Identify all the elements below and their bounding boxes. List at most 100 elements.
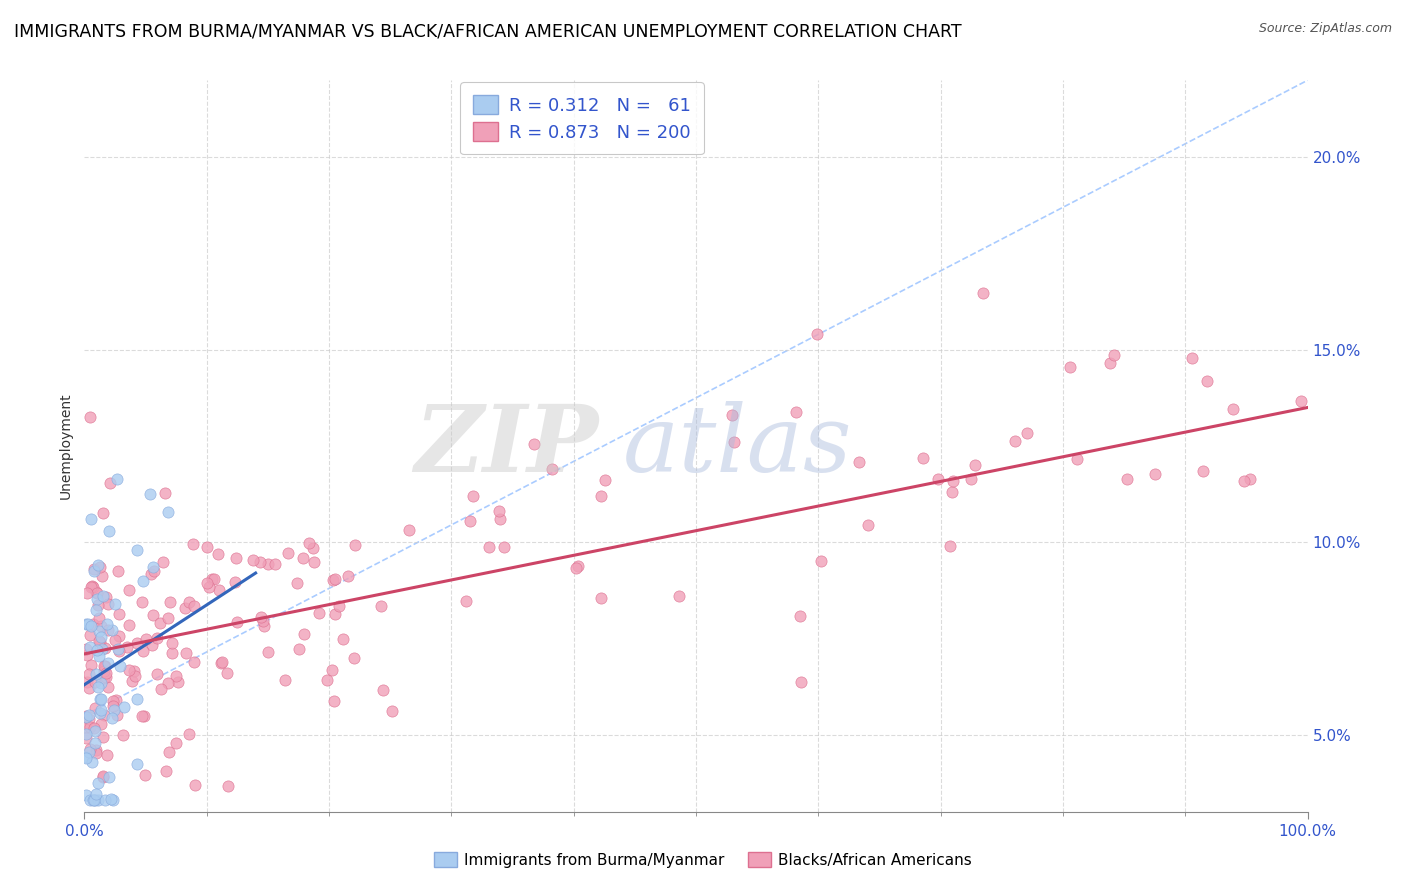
Point [323,607,346,621]
Point [806,326,828,341]
Point [1115,472,1137,486]
Point [156,676,179,690]
Point [79,628,101,642]
Point [167,674,190,689]
Point [107,629,129,643]
Point [1289,393,1312,408]
Point [195,541,218,555]
Point [75,750,97,764]
Point [965,458,987,472]
Point [84,742,107,756]
Point [101,699,124,714]
Point [1192,465,1215,479]
Point [83,793,105,807]
Point [103,703,125,717]
Point [155,764,177,779]
Point [564,561,586,575]
Point [93,664,115,678]
Point [567,558,589,573]
Point [256,645,278,659]
Point [89,706,111,720]
Point [76,751,98,765]
Point [80,512,103,526]
Point [291,551,314,566]
Point [87,680,110,694]
Point [82,580,104,594]
Point [91,770,114,784]
Point [790,675,813,690]
Point [90,716,112,731]
Point [83,564,105,578]
Point [97,657,120,671]
Point [122,664,145,678]
Point [183,778,205,792]
Point [939,539,962,553]
Point [125,636,148,650]
Point [97,524,120,538]
Point [108,658,131,673]
Point [181,537,204,551]
Point [94,591,117,605]
Point [461,489,484,503]
Point [121,674,143,689]
Point [1222,401,1244,416]
Point [93,671,115,685]
Point [1195,374,1218,388]
Point [149,615,172,630]
Point [75,710,97,724]
Point [225,615,247,629]
Point [108,607,131,621]
Point [90,631,112,645]
Point [152,555,174,569]
Point [160,646,183,660]
Point [856,517,879,532]
Point [86,793,108,807]
Point [523,437,546,451]
Point [86,584,108,599]
Point [198,580,221,594]
Point [86,775,108,789]
Point [209,657,232,671]
Point [142,564,165,578]
Point [98,770,121,784]
Point [111,728,134,742]
Point [1015,425,1038,440]
Point [79,657,101,672]
Point [115,640,138,654]
Point [322,574,344,588]
Point [146,666,169,681]
Point [100,792,122,806]
Point [1104,348,1126,362]
Point [89,635,111,649]
Point [174,646,197,660]
Point [488,512,510,526]
Point [84,701,107,715]
Point [94,659,117,673]
Point [142,560,165,574]
Point [174,601,197,615]
Point [76,617,98,632]
Point [82,793,104,807]
Point [86,787,108,801]
Point [75,788,97,802]
Point [84,746,107,760]
Text: atlas: atlas [623,401,852,491]
Point [321,663,343,677]
Point [139,566,162,581]
Point [79,742,101,756]
Point [201,572,224,586]
Point [101,694,124,708]
Point [252,615,274,629]
Point [179,727,201,741]
Point [159,595,181,609]
Point [160,636,183,650]
Point [84,603,107,617]
Point [76,648,98,663]
Point [104,693,127,707]
Point [927,472,949,486]
Point [135,632,157,646]
Point [150,682,173,697]
Point [90,703,112,717]
Point [112,700,135,714]
Point [249,554,271,568]
